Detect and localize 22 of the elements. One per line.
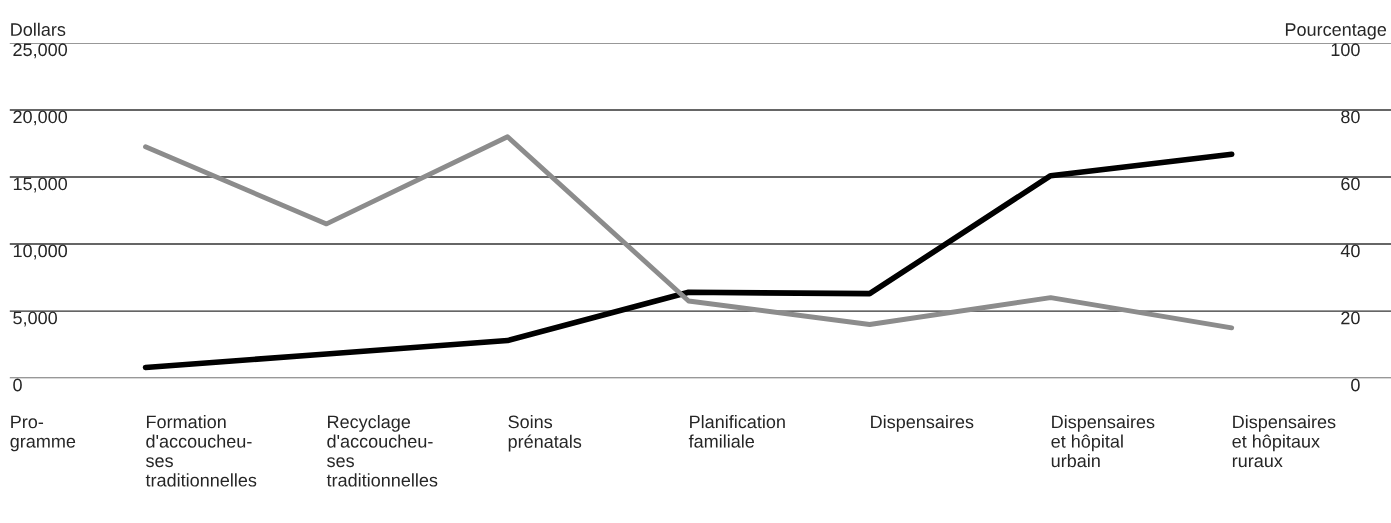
x-tick-label: Dispensaires et hôpital urbain [1051,415,1155,468]
y2-tick-label: 100 [1331,43,1360,57]
x-tick-label: Planification familiale [688,415,785,448]
y-tick-label: 5,000 [13,311,57,327]
x-axis-title: Pro- gramme [10,415,76,452]
y2-axis-title: Pourcentage [1285,23,1387,40]
y2-tick-label: 60 [1341,177,1360,191]
x-tick-label: Soins prénatals [508,415,582,452]
x-tick-label: Recyclage d'accoucheu- ses traditionnelles [326,415,438,487]
y2-tick-label: 20 [1341,311,1360,325]
y-tick-label: 20,000 [13,110,68,126]
x-tick-label: Formation d'accoucheu- ses traditionnelles [145,415,257,487]
y-tick-label: 0 [13,378,22,392]
y-axis-title: Dollars [11,22,66,36]
y2-tick-label: 80 [1341,110,1360,124]
y-tick-label: 25,000 [13,43,68,59]
y2-tick-label: 0 [1351,378,1360,392]
y-tick-label: 15,000 [13,177,68,193]
x-tick-label: Dispensaires et hôpitaux ruraux [1232,415,1336,468]
y2-tick-label: 40 [1340,244,1360,258]
x-tick-label: Dispensaires [871,415,974,432]
y-tick-label: 10,000 [13,244,68,260]
